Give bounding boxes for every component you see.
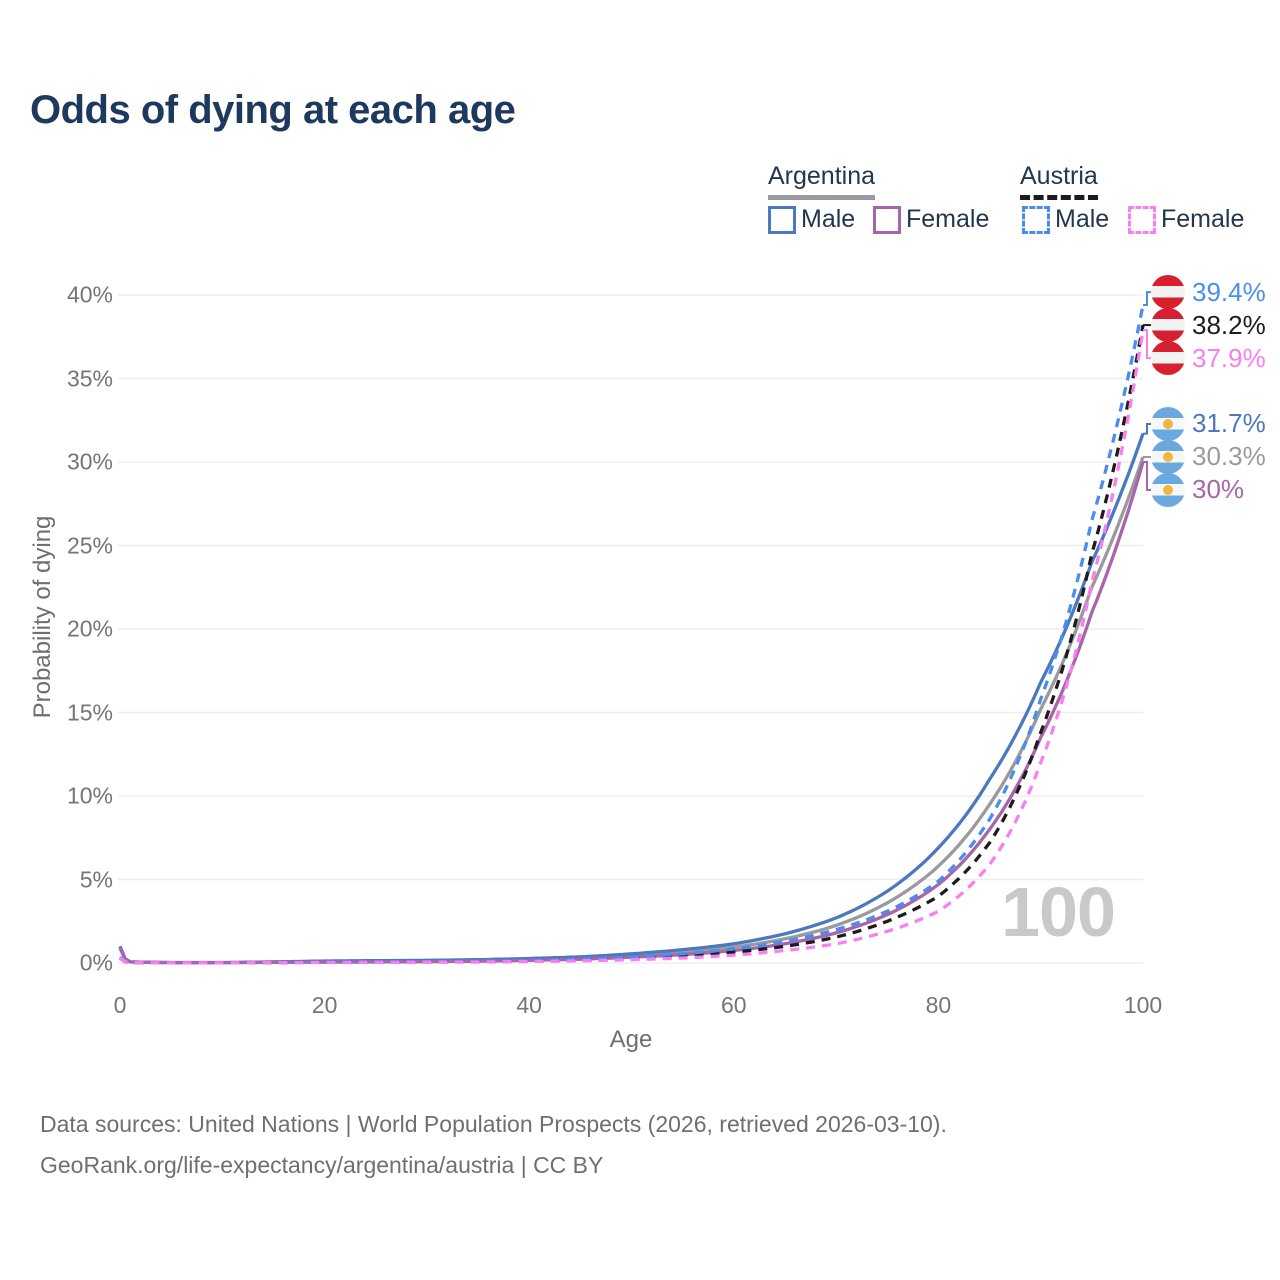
end-label-austria-male: 39.4% (1151, 275, 1266, 310)
x-tick-label: 0 (113, 992, 127, 1018)
attribution-line: GeoRank.org/life-expectancy/argentina/au… (40, 1152, 604, 1178)
argentina-female-swatch-icon (873, 205, 901, 234)
y-tick-label: 25% (66, 532, 113, 558)
legend-label: Female (906, 205, 990, 233)
end-label-value: 30.3% (1192, 441, 1266, 472)
legend-label: Male (801, 205, 856, 233)
end-label-connector (1143, 423, 1151, 435)
end-label-connector (1143, 291, 1151, 306)
x-tick-label: 60 (721, 992, 747, 1018)
line-austria-total (119, 324, 1145, 965)
page-title: Odds of dying at each age (30, 88, 516, 132)
argentina-flag-icon (1151, 439, 1185, 474)
argentina-flag-icon (1151, 472, 1185, 507)
end-label-value: 30% (1192, 474, 1245, 505)
austria-flag-icon (1151, 275, 1185, 310)
y-tick-label: 0% (79, 949, 113, 976)
legend-item-argentina-female[interactable]: Female (873, 205, 989, 234)
end-label-value: 38.2% (1192, 309, 1266, 340)
footer: Data sources: United Nations | World Pop… (40, 1104, 947, 1186)
end-label-value: 37.9% (1192, 342, 1266, 373)
data-sources-line: Data sources: United Nations | World Pop… (40, 1111, 947, 1137)
line-argentina-total (118, 456, 1145, 965)
legend-item-austria-male[interactable]: Male (1022, 205, 1109, 234)
legend-label: Male (1055, 205, 1110, 233)
y-tick-label: 20% (66, 615, 113, 642)
end-label-argentina-total: 30.3% (1151, 439, 1266, 474)
y-tick-label: 5% (79, 866, 113, 892)
x-axis-title: Age (609, 1026, 653, 1053)
austria-male-swatch-icon (1022, 205, 1050, 234)
end-label-value: 39.4% (1192, 276, 1266, 307)
austria-flag-icon (1151, 341, 1185, 376)
austria-female-swatch-icon (1128, 205, 1156, 234)
line-austria-male (118, 304, 1145, 965)
end-label-austria-total: 38.2% (1151, 308, 1266, 343)
y-tick-label: 15% (66, 699, 113, 725)
legend-argentina-name: Argentina (768, 162, 876, 200)
y-tick-label: 35% (66, 365, 113, 391)
line-argentina-male (118, 433, 1145, 965)
legend-label: Female (1161, 205, 1245, 233)
y-tick-label: 30% (66, 448, 113, 475)
end-label-value: 31.7% (1192, 408, 1266, 439)
argentina-male-swatch-icon (768, 205, 796, 234)
legend-group-argentina: Argentina (768, 162, 876, 200)
x-tick-label: 40 (516, 992, 542, 1018)
end-label-argentina-male: 31.7% (1151, 406, 1266, 441)
legend-item-argentina-male[interactable]: Male (768, 205, 855, 234)
x-tick-label: 20 (311, 992, 338, 1018)
legend-group-austria: Austria (1020, 162, 1098, 200)
argentina-flag-icon (1151, 406, 1185, 441)
end-label-connector (1143, 329, 1151, 360)
x-tick-label: 100 (1123, 992, 1163, 1018)
age-watermark: 100 (1001, 873, 1116, 951)
end-label-argentina-female: 30% (1151, 472, 1245, 507)
x-tick-label: 80 (925, 992, 952, 1018)
y-tick-label: 40% (66, 281, 113, 308)
legend-item-austria-female[interactable]: Female (1128, 205, 1244, 234)
y-tick-label: 10% (66, 782, 113, 809)
legend-austria-name: Austria (1020, 162, 1098, 200)
line-austria-female (119, 329, 1145, 965)
austria-flag-icon (1151, 308, 1185, 343)
end-label-austria-female: 37.9% (1151, 341, 1266, 376)
end-label-connector (1143, 461, 1151, 491)
